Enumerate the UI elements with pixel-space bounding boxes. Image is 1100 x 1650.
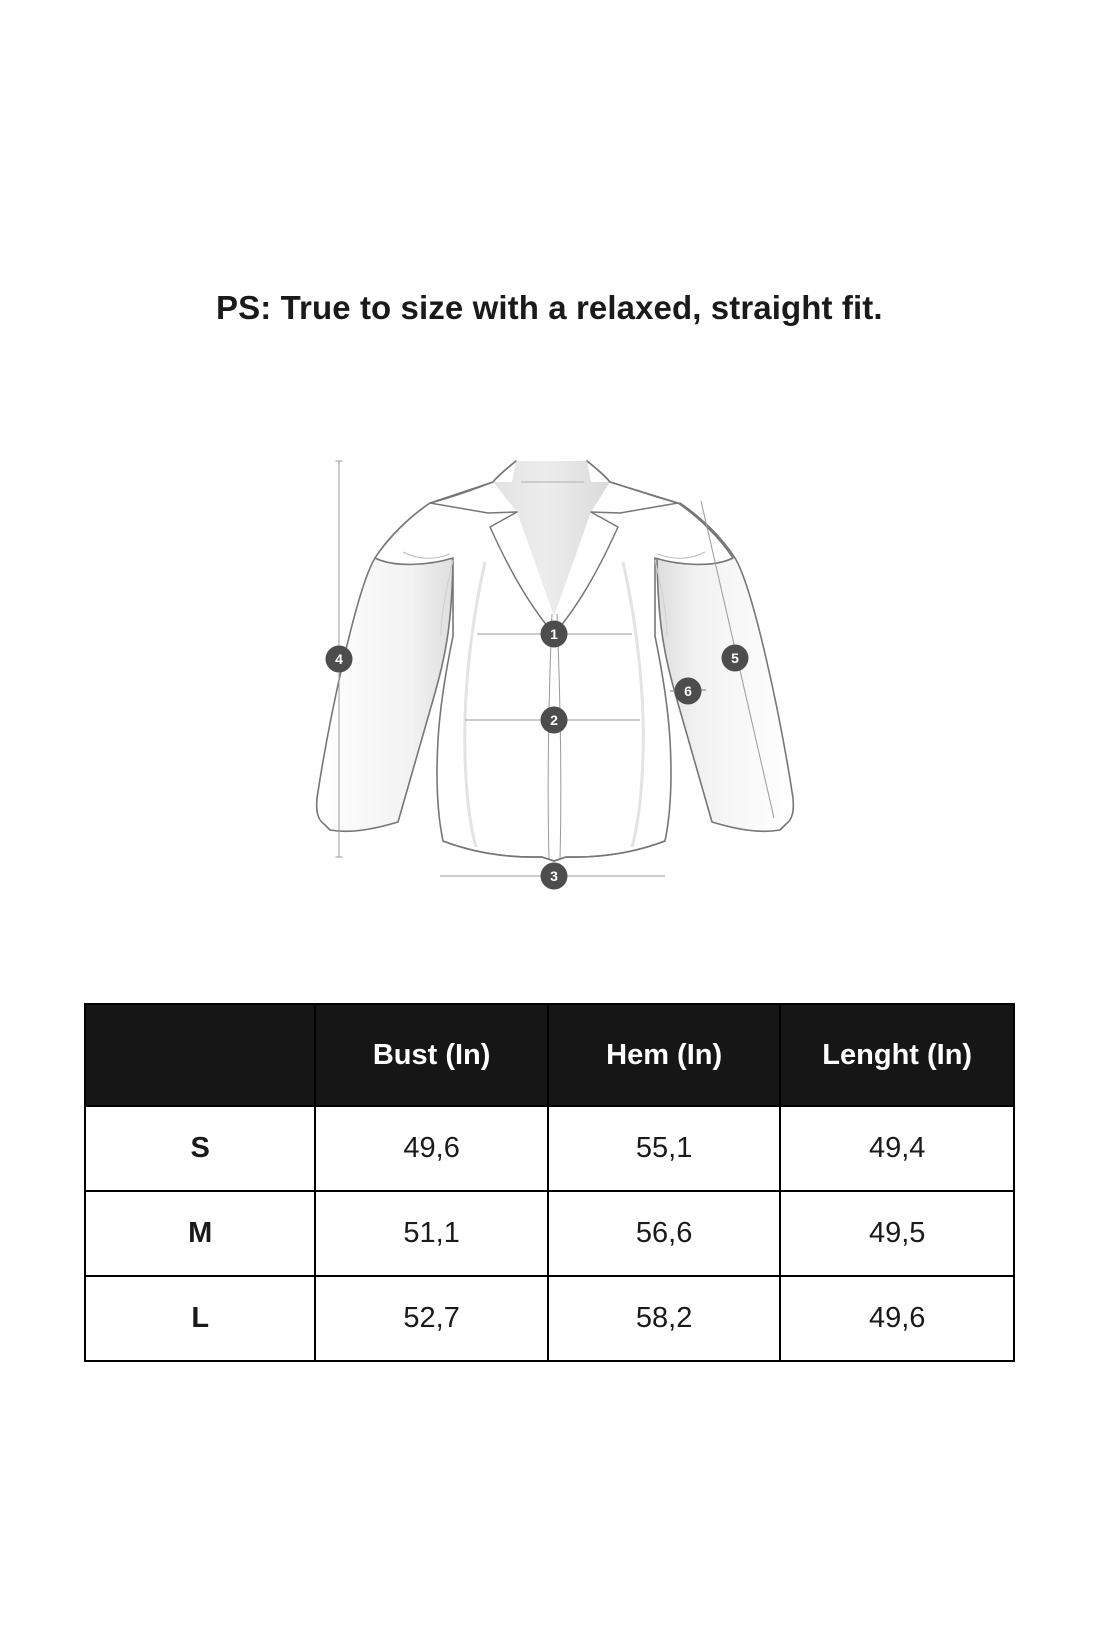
- svg-text:4: 4: [335, 651, 343, 667]
- svg-text:2: 2: [550, 712, 558, 728]
- svg-text:6: 6: [684, 683, 692, 699]
- svg-text:5: 5: [731, 650, 739, 666]
- svg-text:1: 1: [550, 626, 558, 642]
- svg-text:3: 3: [550, 868, 558, 884]
